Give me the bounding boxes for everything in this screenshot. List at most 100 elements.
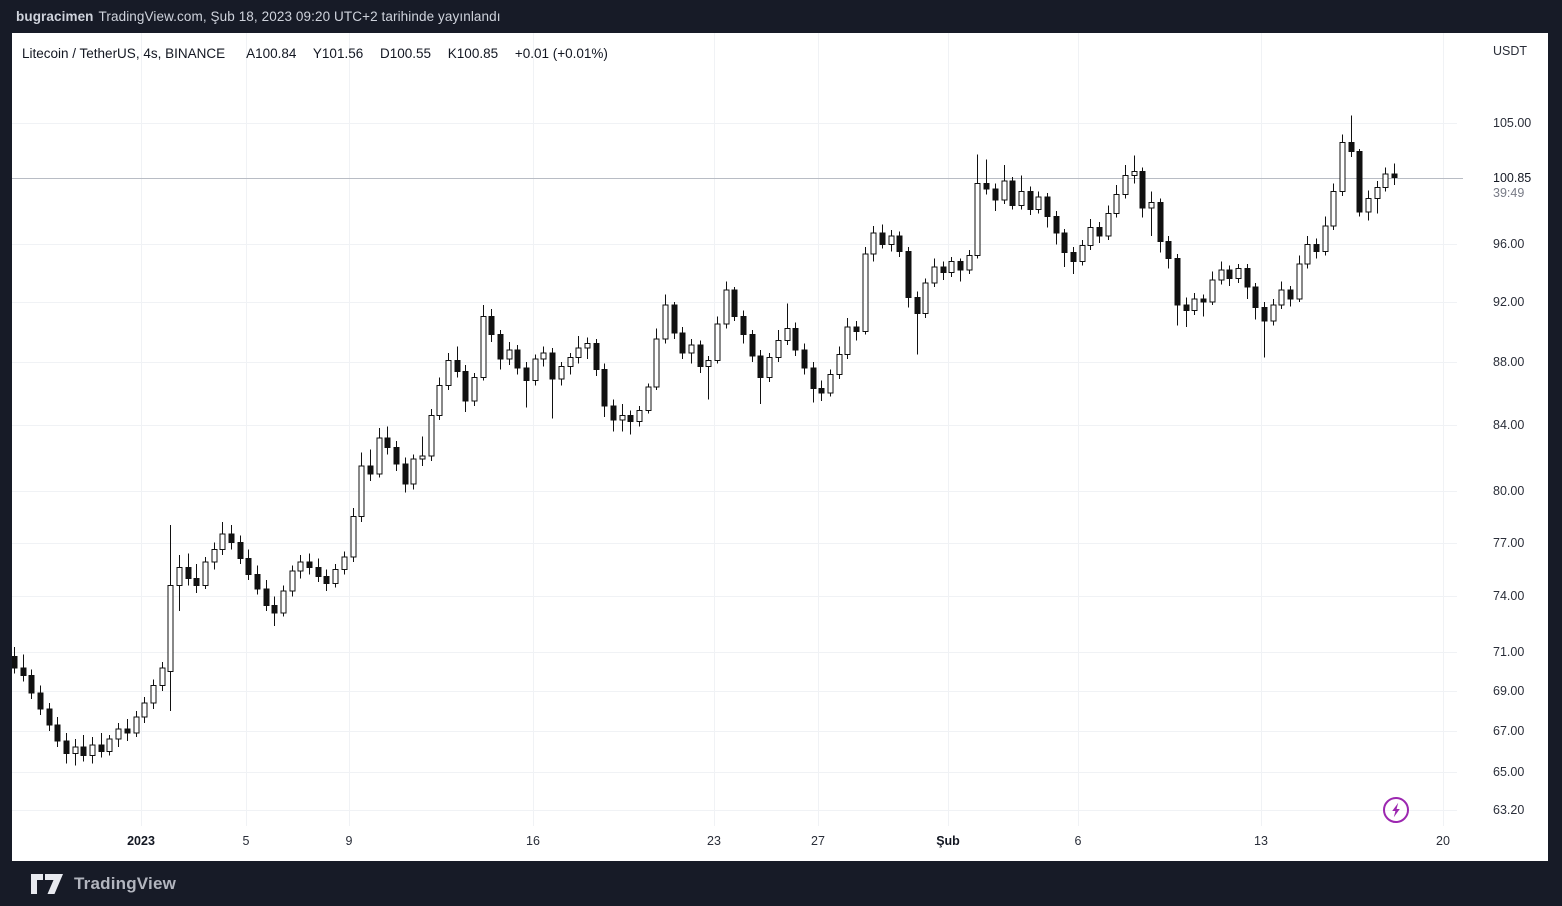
- candle: [341, 551, 348, 575]
- candle: [705, 355, 712, 400]
- candle: [1244, 264, 1251, 299]
- candle: [115, 722, 122, 748]
- candle: [211, 542, 218, 570]
- candle: [193, 563, 200, 593]
- price-tick-label: 63.20: [1493, 802, 1525, 817]
- publisher-username: bugracimen: [16, 9, 94, 24]
- candle: [1356, 149, 1363, 217]
- candle: [480, 304, 487, 381]
- time-tick-label: 27: [811, 834, 825, 848]
- candle: [89, 737, 96, 764]
- candle: [98, 732, 105, 758]
- legend-change: +0.01 (+0.01%): [514, 46, 608, 61]
- legend-close: K100.85: [447, 46, 499, 61]
- candle: [514, 345, 521, 375]
- candle: [1322, 216, 1329, 256]
- candlestick-plot[interactable]: [12, 33, 1548, 861]
- time-tick-label: 5: [242, 834, 250, 848]
- candle: [202, 556, 209, 590]
- candle: [575, 336, 582, 364]
- time-axis[interactable]: 2023 5 9 16 23 27 Şub 6 13 20: [12, 822, 1548, 861]
- legend-low: D100.55: [379, 46, 432, 61]
- candle: [332, 563, 339, 588]
- price-tick-label: 92.00: [1493, 294, 1525, 309]
- candle: [766, 352, 773, 383]
- time-tick-label: 16: [526, 834, 540, 848]
- flash-idea-button[interactable]: [1382, 796, 1410, 824]
- price-tick-label: 96.00: [1493, 237, 1525, 252]
- time-tick-label: 13: [1254, 834, 1268, 848]
- candle: [645, 383, 652, 414]
- candle: [870, 226, 877, 262]
- candle: [731, 287, 738, 322]
- candle: [271, 596, 278, 627]
- candle: [1209, 271, 1216, 305]
- candle: [350, 507, 357, 563]
- candle: [488, 309, 495, 343]
- candle: [818, 380, 825, 401]
- candle: [931, 258, 938, 288]
- price-tick-label: 84.00: [1493, 417, 1525, 432]
- candle: [610, 399, 617, 432]
- candle: [1365, 190, 1372, 221]
- tradingview-brand-text[interactable]: TradingView: [74, 873, 177, 893]
- candle: [1139, 167, 1146, 218]
- candle: [462, 365, 469, 413]
- candle: [948, 257, 955, 278]
- price-tick-label: 77.00: [1493, 535, 1525, 550]
- candle: [1191, 293, 1198, 316]
- candle: [245, 549, 252, 581]
- candle: [185, 553, 192, 586]
- candle: [402, 457, 409, 493]
- candle: [150, 679, 157, 709]
- candle: [315, 558, 322, 582]
- publish-info-text: TradingView.com, Şub 18, 2023 09:20 UTC+…: [98, 9, 501, 24]
- candle: [1087, 219, 1094, 250]
- candle: [688, 339, 695, 364]
- candle: [306, 553, 313, 575]
- tradingview-logo-icon[interactable]: [30, 873, 64, 895]
- candle: [1070, 247, 1077, 275]
- price-axis[interactable]: 105.00 96.00 92.00 88.00 84.00 80.00 77.00 74.0…: [1449, 33, 1548, 822]
- candle: [540, 346, 547, 367]
- candle: [159, 662, 166, 692]
- candle: [653, 328, 660, 390]
- candle: [1174, 254, 1181, 326]
- candle: [72, 739, 79, 766]
- candle: [1148, 191, 1155, 236]
- candle: [1348, 115, 1355, 157]
- candle: [1226, 265, 1233, 286]
- candle: [436, 377, 443, 421]
- candle: [593, 339, 600, 376]
- chart-area: Litecoin / TetherUS, 4s, BINANCE A100.84…: [12, 33, 1548, 861]
- candle: [289, 565, 296, 597]
- candle: [827, 369, 834, 397]
- candle: [1061, 228, 1068, 267]
- candle: [280, 585, 287, 617]
- time-tick-label: 2023: [127, 834, 155, 848]
- candle: [1391, 163, 1398, 185]
- candle: [410, 454, 417, 490]
- symbol-legend: Litecoin / TetherUS, 4s, BINANCE A100.84…: [22, 46, 621, 64]
- candle: [940, 261, 947, 280]
- candle: [54, 716, 61, 748]
- legend-open: A100.84: [246, 46, 297, 61]
- candle: [1183, 297, 1190, 328]
- candle: [237, 535, 244, 564]
- candle: [176, 555, 183, 612]
- candle: [1122, 164, 1129, 199]
- candle: [1287, 285, 1294, 307]
- candle: [1027, 186, 1034, 215]
- candle: [757, 349, 764, 405]
- candle: [723, 281, 730, 329]
- candle: [1131, 155, 1138, 184]
- candle: [46, 702, 53, 731]
- bar-countdown: 39:49: [1493, 185, 1525, 200]
- candle: [219, 521, 226, 556]
- candle: [497, 330, 504, 370]
- time-tick-label: 6: [1074, 834, 1082, 848]
- footer-bar: TradingView: [0, 861, 1562, 906]
- candle: [523, 361, 530, 408]
- current-price-label: 100.85: [1493, 170, 1532, 185]
- candle: [714, 316, 721, 364]
